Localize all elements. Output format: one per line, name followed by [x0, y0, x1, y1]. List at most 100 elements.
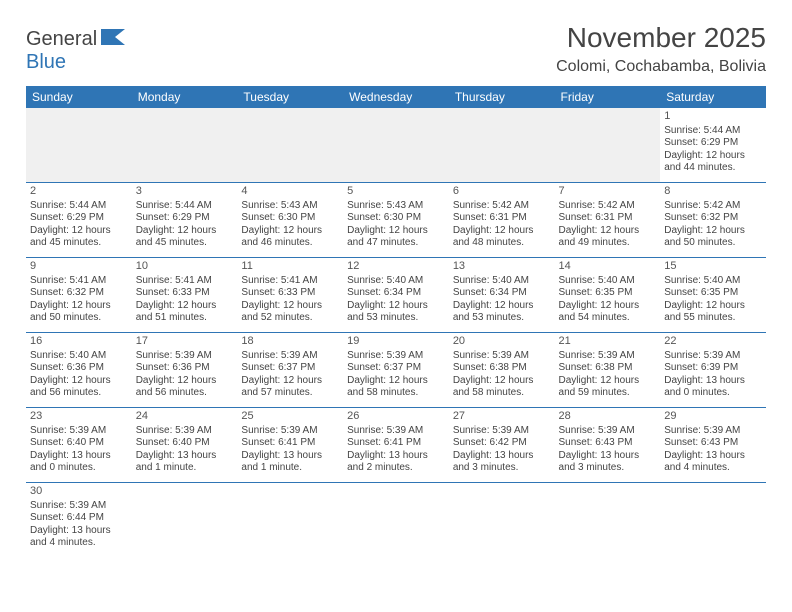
calendar-empty: [555, 108, 661, 183]
day-number: 17: [136, 335, 234, 349]
day-number: 30: [30, 485, 128, 499]
sunset-line: Sunset: 6:44 PM: [30, 512, 128, 525]
day-header: Tuesday: [237, 86, 343, 108]
day-header: Thursday: [449, 86, 555, 108]
sunrise-line: Sunrise: 5:39 AM: [136, 350, 234, 363]
calendar-day: 3Sunrise: 5:44 AMSunset: 6:29 PMDaylight…: [132, 183, 238, 258]
calendar-day: 17Sunrise: 5:39 AMSunset: 6:36 PMDayligh…: [132, 333, 238, 408]
day-number: 8: [664, 185, 762, 199]
daylight-line: Daylight: 12 hours and 57 minutes.: [241, 375, 339, 400]
daylight-line: Daylight: 12 hours and 51 minutes.: [136, 300, 234, 325]
sunset-line: Sunset: 6:30 PM: [347, 212, 445, 225]
sunset-line: Sunset: 6:33 PM: [136, 287, 234, 300]
sunset-line: Sunset: 6:35 PM: [664, 287, 762, 300]
day-number: 3: [136, 185, 234, 199]
calendar-day: 20Sunrise: 5:39 AMSunset: 6:38 PMDayligh…: [449, 333, 555, 408]
daylight-line: Daylight: 12 hours and 47 minutes.: [347, 225, 445, 250]
daylight-line: Daylight: 12 hours and 48 minutes.: [453, 225, 551, 250]
day-number: 16: [30, 335, 128, 349]
sunrise-line: Sunrise: 5:39 AM: [664, 425, 762, 438]
sunrise-line: Sunrise: 5:39 AM: [30, 500, 128, 513]
day-number: 14: [559, 260, 657, 274]
calendar-day: 25Sunrise: 5:39 AMSunset: 6:41 PMDayligh…: [237, 408, 343, 483]
calendar-day: 23Sunrise: 5:39 AMSunset: 6:40 PMDayligh…: [26, 408, 132, 483]
sunset-line: Sunset: 6:43 PM: [664, 437, 762, 450]
sunset-line: Sunset: 6:43 PM: [559, 437, 657, 450]
daylight-line: Daylight: 12 hours and 59 minutes.: [559, 375, 657, 400]
location: Colomi, Cochabamba, Bolivia: [556, 58, 766, 76]
calendar-day: 14Sunrise: 5:40 AMSunset: 6:35 PMDayligh…: [555, 258, 661, 333]
sunrise-line: Sunrise: 5:40 AM: [30, 350, 128, 363]
calendar-day: 28Sunrise: 5:39 AMSunset: 6:43 PMDayligh…: [555, 408, 661, 483]
day-number: 5: [347, 185, 445, 199]
sunset-line: Sunset: 6:41 PM: [241, 437, 339, 450]
calendar-day: 27Sunrise: 5:39 AMSunset: 6:42 PMDayligh…: [449, 408, 555, 483]
sunrise-line: Sunrise: 5:44 AM: [30, 200, 128, 213]
sunrise-line: Sunrise: 5:39 AM: [453, 425, 551, 438]
day-number: 29: [664, 410, 762, 424]
sunset-line: Sunset: 6:33 PM: [241, 287, 339, 300]
day-header: Friday: [555, 86, 661, 108]
day-number: 27: [453, 410, 551, 424]
calendar-empty: [26, 108, 132, 183]
calendar-empty: [132, 483, 238, 558]
sunset-line: Sunset: 6:41 PM: [347, 437, 445, 450]
sunset-line: Sunset: 6:30 PM: [241, 212, 339, 225]
calendar-day: 12Sunrise: 5:40 AMSunset: 6:34 PMDayligh…: [343, 258, 449, 333]
sunrise-line: Sunrise: 5:40 AM: [664, 275, 762, 288]
sunset-line: Sunset: 6:36 PM: [136, 362, 234, 375]
calendar-day: 11Sunrise: 5:41 AMSunset: 6:33 PMDayligh…: [237, 258, 343, 333]
daylight-line: Daylight: 13 hours and 0 minutes.: [30, 450, 128, 475]
calendar-week: 30Sunrise: 5:39 AMSunset: 6:44 PMDayligh…: [26, 483, 766, 558]
calendar-day: 19Sunrise: 5:39 AMSunset: 6:37 PMDayligh…: [343, 333, 449, 408]
calendar-week: 2Sunrise: 5:44 AMSunset: 6:29 PMDaylight…: [26, 183, 766, 258]
sunset-line: Sunset: 6:31 PM: [453, 212, 551, 225]
calendar-day: 9Sunrise: 5:41 AMSunset: 6:32 PMDaylight…: [26, 258, 132, 333]
calendar-empty: [343, 108, 449, 183]
day-number: 1: [664, 110, 762, 124]
day-number: 19: [347, 335, 445, 349]
sunset-line: Sunset: 6:36 PM: [30, 362, 128, 375]
sunset-line: Sunset: 6:40 PM: [30, 437, 128, 450]
calendar-body: 1Sunrise: 5:44 AMSunset: 6:29 PMDaylight…: [26, 108, 766, 557]
sunset-line: Sunset: 6:34 PM: [453, 287, 551, 300]
sunrise-line: Sunrise: 5:40 AM: [347, 275, 445, 288]
calendar-day: 4Sunrise: 5:43 AMSunset: 6:30 PMDaylight…: [237, 183, 343, 258]
calendar-week: 9Sunrise: 5:41 AMSunset: 6:32 PMDaylight…: [26, 258, 766, 333]
calendar-empty: [449, 483, 555, 558]
flag-icon: [101, 28, 129, 51]
day-header: Wednesday: [343, 86, 449, 108]
day-number: 23: [30, 410, 128, 424]
sunset-line: Sunset: 6:35 PM: [559, 287, 657, 300]
calendar-day: 1Sunrise: 5:44 AMSunset: 6:29 PMDaylight…: [660, 108, 766, 183]
month-title: November 2025: [556, 22, 766, 54]
title-block: November 2025 Colomi, Cochabamba, Bolivi…: [556, 22, 766, 76]
sunrise-line: Sunrise: 5:39 AM: [559, 425, 657, 438]
daylight-line: Daylight: 12 hours and 45 minutes.: [30, 225, 128, 250]
calendar-empty: [132, 108, 238, 183]
day-number: 11: [241, 260, 339, 274]
calendar-day: 8Sunrise: 5:42 AMSunset: 6:32 PMDaylight…: [660, 183, 766, 258]
sunrise-line: Sunrise: 5:44 AM: [664, 125, 762, 138]
calendar-empty: [237, 108, 343, 183]
calendar-day: 15Sunrise: 5:40 AMSunset: 6:35 PMDayligh…: [660, 258, 766, 333]
sunset-line: Sunset: 6:29 PM: [136, 212, 234, 225]
calendar-day: 5Sunrise: 5:43 AMSunset: 6:30 PMDaylight…: [343, 183, 449, 258]
day-number: 24: [136, 410, 234, 424]
logo: General Blue: [26, 28, 129, 74]
logo-blue: Blue: [26, 51, 66, 73]
sunrise-line: Sunrise: 5:39 AM: [136, 425, 234, 438]
sunset-line: Sunset: 6:32 PM: [664, 212, 762, 225]
sunset-line: Sunset: 6:38 PM: [559, 362, 657, 375]
daylight-line: Daylight: 12 hours and 58 minutes.: [347, 375, 445, 400]
daylight-line: Daylight: 12 hours and 55 minutes.: [664, 300, 762, 325]
sunrise-line: Sunrise: 5:44 AM: [136, 200, 234, 213]
daylight-line: Daylight: 12 hours and 56 minutes.: [30, 375, 128, 400]
sunrise-line: Sunrise: 5:39 AM: [241, 350, 339, 363]
calendar-head: SundayMondayTuesdayWednesdayThursdayFrid…: [26, 86, 766, 108]
daylight-line: Daylight: 12 hours and 58 minutes.: [453, 375, 551, 400]
daylight-line: Daylight: 12 hours and 49 minutes.: [559, 225, 657, 250]
sunset-line: Sunset: 6:37 PM: [347, 362, 445, 375]
sunrise-line: Sunrise: 5:39 AM: [347, 350, 445, 363]
day-header: Sunday: [26, 86, 132, 108]
